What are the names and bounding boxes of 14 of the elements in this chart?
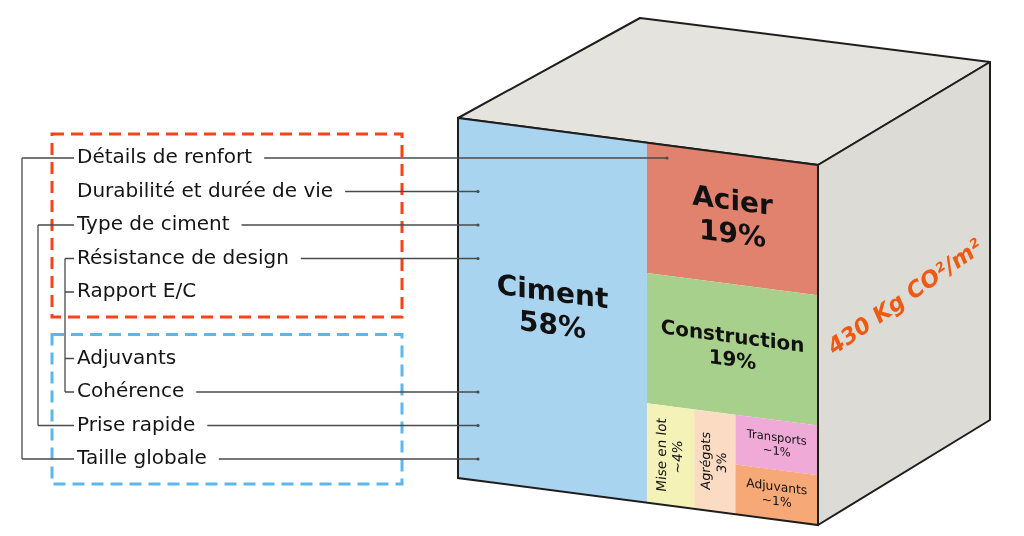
text: Cohérence: [77, 378, 185, 403]
category-label: Agrégats: [698, 430, 714, 491]
text: Taille globale: [76, 445, 207, 470]
text: Type de ciment: [76, 211, 230, 236]
data-label: 3%: [713, 451, 729, 474]
text: Résistance de design: [77, 244, 289, 269]
text: Rapport E/C: [77, 278, 197, 303]
text: Prise rapide: [77, 411, 196, 436]
text: Durabilité et durée de vie: [77, 177, 334, 202]
category-label: Mise en lot: [653, 417, 670, 493]
text: Adjuvants: [77, 344, 177, 369]
data-label: ~4%: [669, 439, 685, 475]
data-label: ~1%: [761, 492, 792, 511]
text: Détails de renfort: [77, 144, 253, 169]
